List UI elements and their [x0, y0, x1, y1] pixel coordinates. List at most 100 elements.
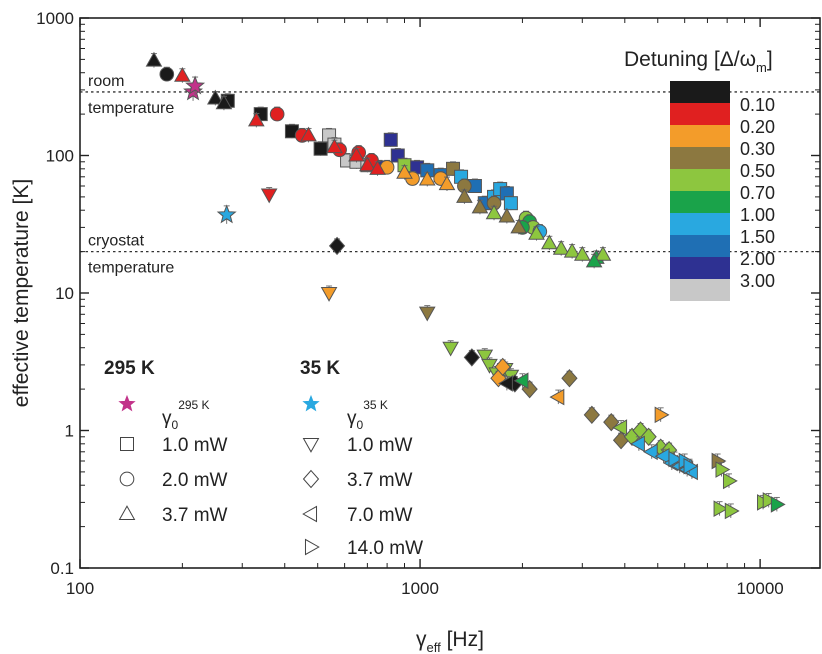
y-tick-label: 0.1 [50, 559, 74, 578]
colorbar-label: 2.00 [740, 249, 775, 269]
legend-label: 3.7 mW [347, 470, 413, 491]
x-axis-label: γeff [Hz] [416, 628, 484, 654]
data-point-diamond [490, 369, 507, 388]
data-point-triangle-up [206, 89, 224, 105]
data-point-triangle-up [498, 207, 516, 223]
y-axis-label: effective temperature [K] [10, 179, 33, 407]
legend-marker-circle [119, 471, 135, 487]
legend-label: 1.0 mW [162, 435, 228, 456]
x-axis-label-main: γ [416, 628, 427, 651]
colorbar-title-main: Detuning [Δ/ω [624, 48, 756, 71]
data-point-triangle-left [612, 419, 628, 436]
data-point-triangle-down [476, 349, 494, 365]
x-axis-label-sub: eff [427, 640, 442, 654]
colorbar-swatch [670, 235, 730, 257]
data-point-triangle-down [481, 358, 498, 374]
legend: 295 K 35 K γ0295 K 1.0 mW 2.0 mW 3.7 mW γ035 K… [104, 358, 423, 559]
data-point-triangle-down [442, 341, 459, 357]
data-point-triangle-up [348, 146, 365, 162]
data-point-triangle-up [326, 138, 343, 154]
legend-marker-diamond [302, 469, 320, 489]
data-point-diamond [603, 412, 620, 432]
data-point-triangle-up [485, 204, 503, 220]
colorbar-label: 0.20 [740, 117, 775, 137]
colorbar-title: Detuning [Δ/ωm] [624, 48, 773, 75]
colorbar-swatch [670, 257, 730, 279]
y-tick-label: 10 [55, 284, 74, 303]
colorbar-label: 0.30 [740, 139, 775, 159]
colorbar-label: 0.50 [740, 161, 775, 181]
data-point-circle [159, 66, 175, 82]
data-point-triangle-up [552, 239, 570, 255]
data-point-triangle-up [247, 111, 265, 127]
data-point-triangle-up [573, 245, 591, 261]
legend-label: 1.0 mW [347, 435, 413, 456]
reference-line-label-bottom: temperature [88, 260, 174, 277]
data-point-triangle-up [438, 175, 456, 191]
data-point-triangle-left [498, 375, 513, 392]
data-point-triangle-down [320, 286, 338, 302]
legend-marker-triangle-right [304, 538, 320, 556]
data-point-triangle-right [713, 500, 729, 518]
colorbar-swatch [670, 279, 730, 301]
data-point-triangle-up [300, 126, 317, 142]
colorbar-swatch [670, 81, 730, 103]
data-point-triangle-up [396, 163, 413, 179]
colorbar-label: 0.70 [740, 183, 775, 203]
data-point-triangle-up [418, 170, 436, 186]
data-point-triangle-up [510, 218, 528, 234]
data-point-diamond [561, 369, 578, 388]
x-tick-label: 100 [66, 579, 94, 598]
data-point-triangle-up [541, 234, 558, 250]
data-point-triangle-left [549, 388, 565, 406]
legend-marker-square [120, 437, 134, 451]
colorbar-title-sub: m [756, 60, 767, 75]
legend-marker-triangle-up [118, 505, 136, 521]
legend-label: 3.7 mW [162, 505, 228, 526]
data-point-triangle-up [594, 245, 612, 261]
legend-group2-title: 35 K [300, 358, 340, 379]
legend-label: γ0295 K [162, 398, 210, 432]
colorbar-title-end: ] [767, 48, 773, 71]
data-point-triangle-up [359, 156, 376, 172]
data-point-triangle-up [471, 198, 489, 214]
data-point-triangle-right [722, 472, 738, 490]
data-point-star [216, 204, 237, 224]
data-point-triangle-up [145, 51, 163, 67]
reference-line-label-bottom: temperature [88, 100, 174, 117]
data-point-triangle-up [456, 188, 473, 203]
data-point-triangle-right [715, 461, 731, 478]
x-tick-label: 1000 [401, 579, 439, 598]
data-point-triangle-right [654, 406, 670, 424]
data-point-circle [269, 106, 285, 122]
y-tick-label: 1 [65, 422, 74, 441]
colorbar-swatch [670, 125, 730, 147]
legend-group1-title: 295 K [104, 358, 155, 379]
data-point-triangle-up [369, 160, 386, 175]
data-point-star [185, 75, 206, 95]
data-point-triangle-up [585, 252, 603, 268]
legend-label: 7.0 mW [347, 505, 413, 526]
colorbar-label: 1.50 [740, 227, 775, 247]
data-point-diamond [463, 348, 480, 367]
data-point-triangle-right [668, 450, 684, 468]
x-axis-label-unit: [Hz] [441, 628, 484, 651]
data-point-triangle-down [418, 306, 436, 322]
data-point-triangle-right [762, 492, 778, 509]
data-point-triangle-right [683, 457, 699, 475]
colorbar-label: 0.10 [740, 95, 775, 115]
legend-label: γ035 K [347, 398, 388, 432]
axes: 100 1000 10000 0.1 1 10 100 1000 [36, 9, 820, 598]
legend-marker-star [118, 394, 136, 412]
data-point-triangle-right [724, 502, 740, 520]
legend-marker-triangle-left [302, 505, 318, 523]
colorbar-swatch [670, 213, 730, 235]
data-point-square [383, 132, 398, 147]
colorbar-swatch [670, 147, 730, 169]
data-point-triangle-left [642, 443, 658, 461]
colorbar-label: 3.00 [740, 271, 775, 291]
data-point-diamond [328, 236, 346, 256]
legend-marker-triangle-down [302, 437, 320, 453]
data-point-triangle-left [513, 372, 529, 390]
